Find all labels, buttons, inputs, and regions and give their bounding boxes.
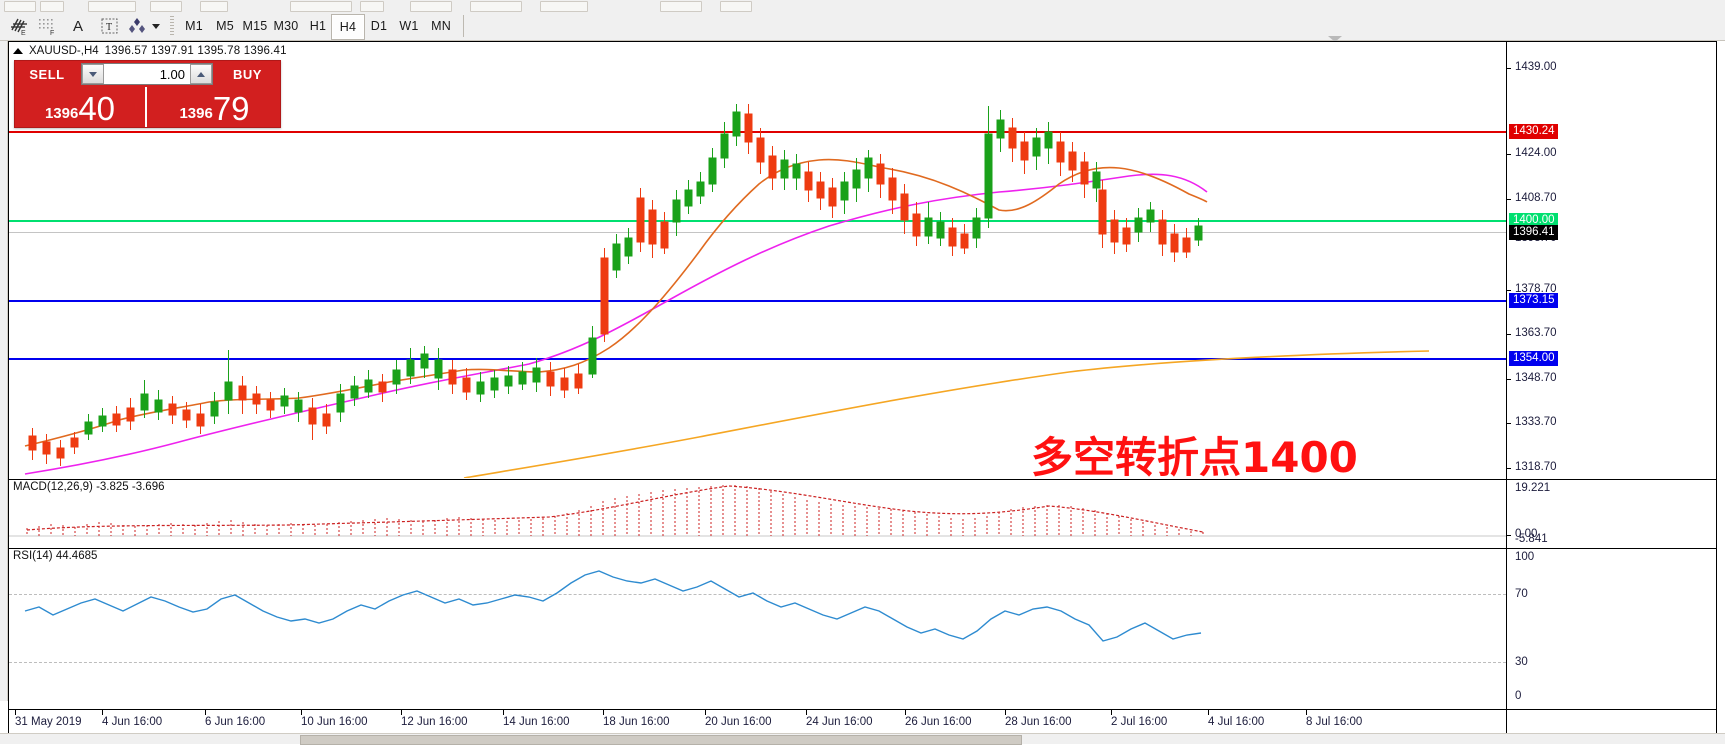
rsi-axis-100: 100	[1515, 551, 1535, 563]
time-label-11: 2 Jul 16:00	[1111, 716, 1168, 728]
price-pane[interactable]: XAUUSD-,H4 1396.57 1397.91 1395.78 1396.…	[9, 42, 1716, 482]
rsi-axis-70: 70	[1515, 588, 1528, 600]
level-line-1373[interactable]	[9, 300, 1506, 302]
time-label-6: 18 Jun 16:00	[603, 716, 670, 728]
timeframe-mn[interactable]: MN	[431, 19, 451, 33]
chart-annotation-text[interactable]: 多空转折点1400	[1031, 433, 1358, 482]
timeframe-m1[interactable]: M1	[185, 19, 203, 33]
candlestick-series	[24, 104, 1430, 478]
macd-label: MACD(12,26,9) -3.825 -3.696	[13, 481, 165, 493]
time-label-7: 20 Jun 16:00	[705, 716, 772, 728]
chart-up-triangle-icon	[13, 48, 23, 54]
symbol-header: XAUUSD-,H4 1396.57 1397.91 1395.78 1396.…	[13, 44, 287, 58]
volume-stepper[interactable]: 1.00	[81, 63, 213, 85]
volume-increase-button[interactable]	[190, 64, 212, 84]
volume-decrease-button[interactable]	[82, 64, 104, 84]
price-tick-1378: 1378.70	[1515, 283, 1557, 295]
text-tool-icon[interactable]: A	[72, 17, 83, 35]
price-tick-1318: 1318.70	[1515, 461, 1557, 473]
macd-pane[interactable]: MACD(12,26,9) -3.825 -3.696	[9, 479, 1716, 548]
objects-dropdown-arrow-icon[interactable]	[150, 14, 162, 38]
buy-price[interactable]: 1396 79	[149, 87, 280, 127]
sell-button[interactable]: SELL	[29, 66, 65, 82]
level-line-1354[interactable]	[9, 358, 1506, 360]
time-label-10: 28 Jun 16:00	[1005, 716, 1072, 728]
rsi-pane[interactable]: RSI(14) 44.4685 100 70 30 0	[9, 548, 1716, 709]
price-tick-1439: 1439.00	[1515, 61, 1557, 73]
sell-price-big: 40	[78, 90, 116, 128]
time-label-12: 4 Jul 16:00	[1208, 716, 1265, 728]
chevron-down-icon	[89, 71, 97, 77]
buy-price-small: 1396	[179, 105, 213, 122]
time-label-4: 12 Jun 16:00	[401, 716, 468, 728]
timeframe-d1[interactable]: D1	[370, 19, 388, 33]
rsi-series	[24, 570, 1202, 642]
rsi-level-30-line	[9, 662, 1506, 663]
macd-axis-zero: 0.00	[1515, 528, 1538, 540]
price-tick-1408: 1408.70	[1515, 192, 1557, 204]
time-label-2: 6 Jun 16:00	[205, 716, 266, 728]
toolbar-grip[interactable]	[170, 16, 174, 36]
timeframe-m30[interactable]: M30	[273, 19, 299, 33]
level-line-1430[interactable]	[9, 131, 1506, 133]
price-tick-1424: 1424.00	[1515, 147, 1557, 159]
time-label-9: 26 Jun 16:00	[905, 716, 972, 728]
rsi-label: RSI(14) 44.4685	[13, 550, 98, 562]
timeframe-h4[interactable]: H4	[331, 14, 365, 40]
time-axis[interactable]: 31 May 2019 4 Jun 16:00 6 Jun 16:00 10 J…	[9, 709, 1716, 744]
symbol-name: XAUUSD-,H4	[29, 45, 99, 57]
chart-toolbar: E F A T	[0, 12, 1725, 41]
left-window-grip[interactable]	[0, 41, 8, 701]
macd-series	[9, 485, 1506, 537]
chevron-up-icon	[197, 71, 205, 77]
octp-top-row: SELL 1.00 BUY	[15, 61, 280, 87]
sell-price-small: 1396	[44, 105, 79, 122]
octp-price-row: 1396 40 1396 79	[15, 87, 280, 127]
sell-price[interactable]: 1396 40	[15, 87, 147, 127]
timeframe-w1[interactable]: W1	[399, 19, 419, 33]
level-line-1400[interactable]	[9, 220, 1506, 222]
time-label-0: 31 May 2019	[15, 716, 82, 728]
timeframe-m5[interactable]: M5	[216, 19, 234, 33]
symbol-ohlc: 1396.57 1397.91 1395.78 1396.41	[104, 45, 287, 57]
indicators-icon[interactable]: E	[8, 15, 32, 37]
price-tag-current: 1396.41	[1509, 225, 1558, 240]
price-tick-1363: 1363.70	[1515, 327, 1557, 339]
one-click-trading-panel[interactable]: SELL 1.00 BUY 1396 40 1396 79	[14, 60, 281, 128]
svg-text:E: E	[21, 30, 26, 36]
rsi-level-70-line	[9, 594, 1506, 595]
macd-axis-min: -5.841	[1515, 533, 1548, 545]
rsi-axis-30: 30	[1515, 656, 1528, 668]
time-label-1: 4 Jun 16:00	[102, 716, 163, 728]
price-axis-separator	[1506, 42, 1507, 743]
chart-area[interactable]: XAUUSD-,H4 1396.57 1397.91 1395.78 1396.…	[8, 41, 1717, 744]
timeframe-h1[interactable]: H1	[309, 19, 327, 33]
time-label-5: 14 Jun 16:00	[503, 716, 570, 728]
current-price-line	[9, 232, 1506, 233]
buy-price-big: 79	[212, 90, 250, 128]
macd-axis-max: 19.221	[1515, 482, 1551, 494]
time-label-8: 24 Jun 16:00	[806, 716, 873, 728]
objects-icon[interactable]	[126, 15, 150, 37]
text-label-tool-icon[interactable]: T	[98, 15, 122, 37]
buy-button[interactable]: BUY	[233, 66, 262, 82]
time-label-13: 8 Jul 16:00	[1306, 716, 1363, 728]
time-label-3: 10 Jun 16:00	[301, 716, 368, 728]
grid-lines-icon[interactable]: F	[36, 15, 60, 37]
horizontal-scrollbar[interactable]	[0, 733, 1725, 745]
collapse-arrow-icon[interactable]	[1328, 36, 1342, 42]
price-tick-1333: 1333.70	[1515, 416, 1557, 428]
price-tick-1348: 1348.70	[1515, 372, 1557, 384]
svg-text:F: F	[50, 30, 54, 36]
timeframe-m15[interactable]: M15	[242, 19, 268, 33]
price-tag-1430: 1430.24	[1509, 124, 1558, 139]
price-tag-1373: 1373.15	[1509, 293, 1558, 308]
price-tag-1400: 1400.00	[1509, 213, 1558, 228]
volume-input[interactable]: 1.00	[159, 66, 185, 82]
rsi-axis-0: 0	[1515, 690, 1522, 702]
price-tag-1354: 1354.00	[1509, 351, 1558, 366]
svg-text:T: T	[106, 22, 112, 33]
